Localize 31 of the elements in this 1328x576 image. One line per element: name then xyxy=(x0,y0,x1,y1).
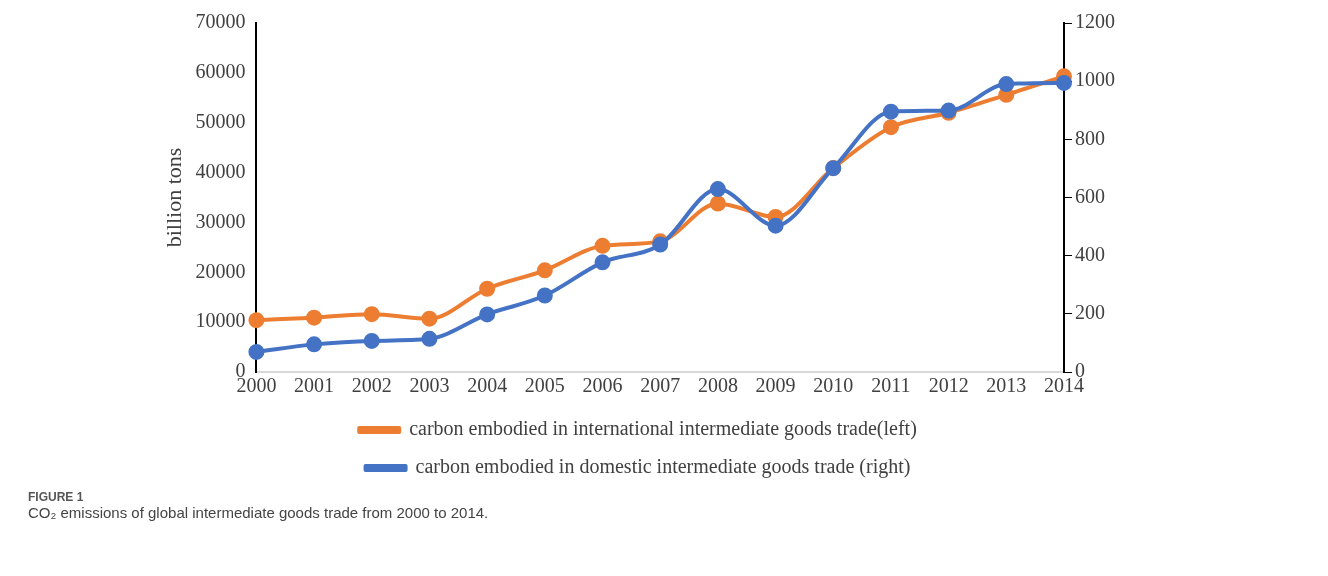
x-tick-label: 2007 xyxy=(640,374,681,397)
y-tick-label: 50000 xyxy=(195,109,246,132)
x-tick-label: 2010 xyxy=(813,374,854,397)
x-tick-label: 2013 xyxy=(986,374,1027,397)
x-tick-label: 2011 xyxy=(871,374,911,397)
y-tick-label: 20000 xyxy=(195,259,246,282)
y2-tick-label: 200 xyxy=(1075,301,1105,324)
y-tick-label: 30000 xyxy=(195,209,246,232)
text: CO₂ emissions of global intermediate goods trade from 2000 to 2014. xyxy=(28,504,490,521)
y-tick-label: 70000 xyxy=(195,10,246,33)
y-axis-title: billion tons xyxy=(160,147,186,248)
legend-label: carbon embodied in domestic intermediate goods trade (right) xyxy=(415,455,911,479)
y-tick-label: 40000 xyxy=(195,159,246,182)
y2-tick-label: 400 xyxy=(1075,242,1105,265)
x-tick-label: 2001 xyxy=(294,374,335,397)
y2-tick-label: 800 xyxy=(1075,126,1105,149)
y2-tick-label: 1000 xyxy=(1075,68,1115,91)
x-tick-label: 2005 xyxy=(524,374,565,397)
y-tick-label: 60000 xyxy=(195,60,246,83)
legend-label: carbon embodied in international intermediate goods trade(left) xyxy=(409,417,917,441)
x-tick-label: 2009 xyxy=(755,374,796,397)
x-tick-label: 2008 xyxy=(697,374,738,397)
x-tick-label: 2003 xyxy=(409,374,450,397)
y-tick-label: 10000 xyxy=(195,309,246,332)
caption: FIGURE 1 xyxy=(28,490,85,504)
y2-tick-label: 1200 xyxy=(1075,10,1115,33)
x-tick-label: 2012 xyxy=(928,374,969,397)
x-tick-label: 2002 xyxy=(351,374,392,397)
x-tick-label: 2006 xyxy=(582,374,623,397)
y2-tick-label: 600 xyxy=(1075,184,1105,207)
x-tick-label: 2004 xyxy=(467,374,508,397)
